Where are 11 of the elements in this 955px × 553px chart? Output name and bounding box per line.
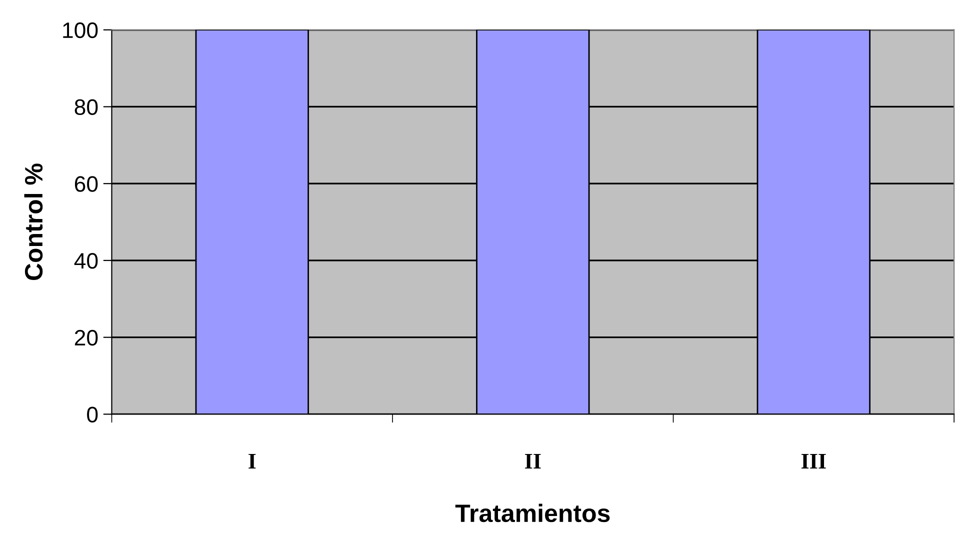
y-tick-label: 60 bbox=[74, 176, 98, 192]
y-tick-label: 20 bbox=[74, 330, 98, 346]
x-axis-title: Tratamientos bbox=[455, 504, 610, 522]
x-tick-label: III bbox=[801, 454, 826, 469]
y-tick-label: 80 bbox=[74, 99, 98, 115]
y-tick-label: 40 bbox=[74, 253, 98, 269]
y-axis-title: Control % bbox=[24, 164, 43, 280]
y-tick-label: 100 bbox=[63, 22, 98, 38]
x-tick-label: II bbox=[524, 454, 541, 469]
y-tick-label: 0 bbox=[87, 406, 98, 422]
x-tick-label: I bbox=[248, 454, 256, 469]
